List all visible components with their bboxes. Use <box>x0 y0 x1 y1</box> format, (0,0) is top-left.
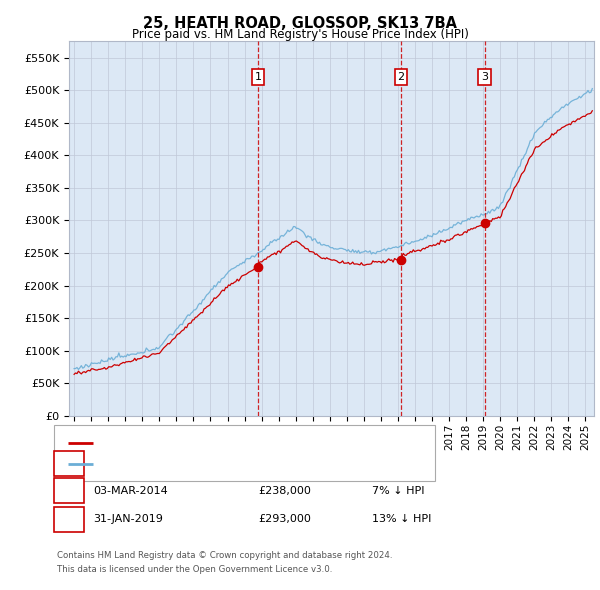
Text: Price paid vs. HM Land Registry's House Price Index (HPI): Price paid vs. HM Land Registry's House … <box>131 28 469 41</box>
Text: 03-MAR-2014: 03-MAR-2014 <box>93 486 168 496</box>
Text: 31-JAN-2019: 31-JAN-2019 <box>93 514 163 524</box>
Text: 7% ↓ HPI: 7% ↓ HPI <box>372 486 425 496</box>
Text: £293,000: £293,000 <box>258 514 311 524</box>
Text: 2: 2 <box>65 486 73 496</box>
Text: 1: 1 <box>65 458 73 468</box>
Text: 1: 1 <box>254 72 262 82</box>
Text: £225,000: £225,000 <box>258 458 311 468</box>
Text: 25, HEATH ROAD, GLOSSOP, SK13 7BA (detached house): 25, HEATH ROAD, GLOSSOP, SK13 7BA (detac… <box>100 438 397 448</box>
Text: 2: 2 <box>397 72 404 82</box>
Text: £238,000: £238,000 <box>258 486 311 496</box>
Text: 3: 3 <box>65 514 73 524</box>
Text: 3: 3 <box>481 72 488 82</box>
Text: Contains HM Land Registry data © Crown copyright and database right 2024.: Contains HM Land Registry data © Crown c… <box>57 550 392 559</box>
Text: 13% ↓ HPI: 13% ↓ HPI <box>372 514 431 524</box>
Text: HPI: Average price, detached house, High Peak: HPI: Average price, detached house, High… <box>100 459 345 469</box>
Text: 12% ↓ HPI: 12% ↓ HPI <box>372 458 431 468</box>
Text: 10-OCT-2005: 10-OCT-2005 <box>93 458 166 468</box>
Text: This data is licensed under the Open Government Licence v3.0.: This data is licensed under the Open Gov… <box>57 565 332 574</box>
Text: 25, HEATH ROAD, GLOSSOP, SK13 7BA: 25, HEATH ROAD, GLOSSOP, SK13 7BA <box>143 16 457 31</box>
